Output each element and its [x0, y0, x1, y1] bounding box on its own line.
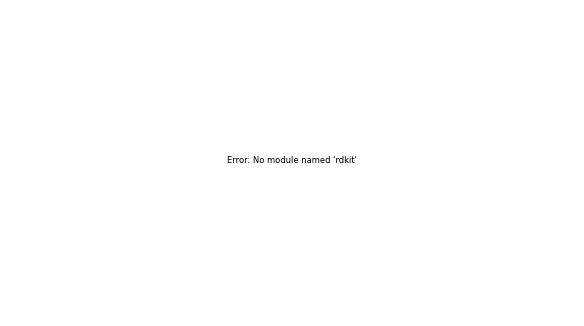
Text: Error: No module named 'rdkit': Error: No module named 'rdkit' — [227, 156, 357, 165]
